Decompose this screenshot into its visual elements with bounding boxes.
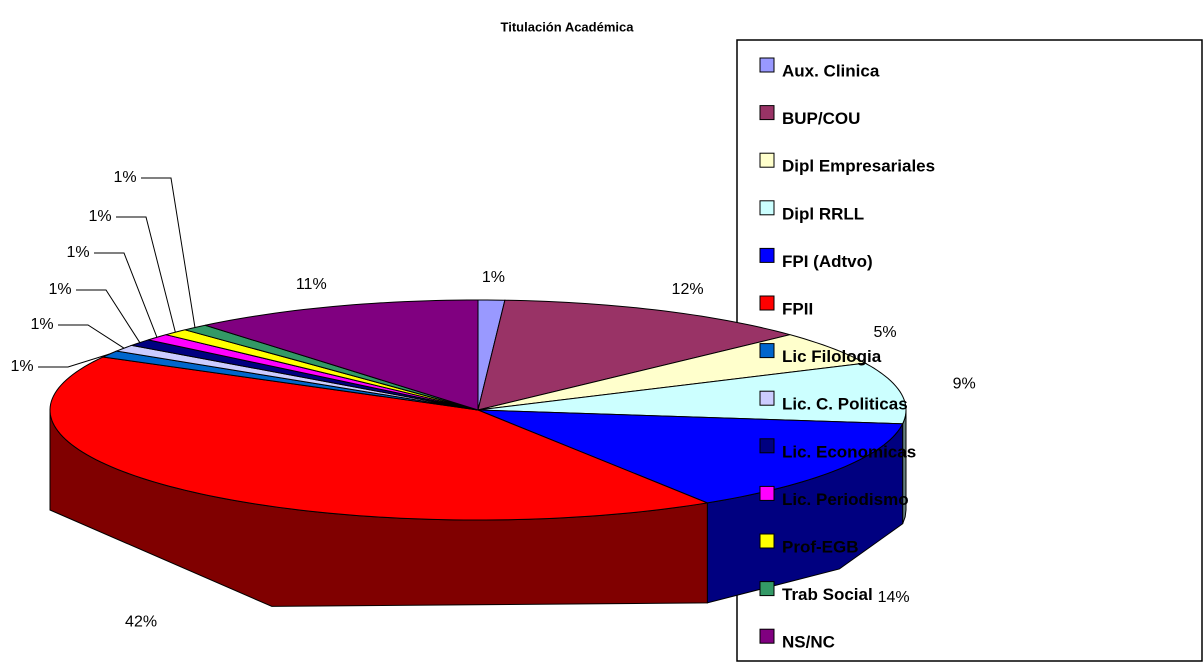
legend-label: Dipl Empresariales xyxy=(782,157,935,176)
data-label: 12% xyxy=(672,281,704,298)
legend-label: Lic. Economicas xyxy=(782,442,916,461)
legend-swatch xyxy=(759,200,775,216)
legend-swatch xyxy=(759,581,775,597)
data-label: 9% xyxy=(953,375,976,392)
legend-label: Aux. Clinica xyxy=(782,61,880,80)
legend-label: Lic Filologia xyxy=(782,347,882,366)
legend-label: FPII xyxy=(782,299,813,318)
legend-swatch xyxy=(759,343,775,359)
legend-swatch xyxy=(759,105,775,121)
leader-line xyxy=(116,216,176,333)
data-label: 1% xyxy=(113,169,136,186)
slice xyxy=(205,299,479,411)
legend-swatch xyxy=(759,295,775,311)
legend-label: Prof-EGB xyxy=(782,537,859,556)
slice xyxy=(49,356,710,521)
legend-swatch xyxy=(759,533,775,549)
data-label: 1% xyxy=(30,316,53,333)
data-label: 14% xyxy=(878,589,910,606)
legend-swatch xyxy=(759,628,775,644)
legend-swatch xyxy=(759,57,775,73)
data-label: 5% xyxy=(874,324,897,341)
data-label: 1% xyxy=(48,281,71,298)
chart-title: Titulación Académica xyxy=(501,19,635,34)
legend-swatch xyxy=(759,438,775,454)
data-label: 1% xyxy=(482,269,505,286)
data-label: 11% xyxy=(296,276,327,293)
legend-label: Dipl RRLL xyxy=(782,204,864,223)
leader-line xyxy=(94,252,158,338)
leader-line xyxy=(38,353,110,368)
data-label: 1% xyxy=(10,358,33,375)
legend-swatch xyxy=(759,152,775,168)
slice xyxy=(477,362,907,425)
legend-swatch xyxy=(759,390,775,406)
data-label: 42% xyxy=(125,613,157,630)
legend-swatch xyxy=(759,485,775,501)
legend-swatch xyxy=(759,247,775,263)
legend-label: BUP/COU xyxy=(782,109,860,128)
legend-label: Lic. Periodismo xyxy=(782,490,909,509)
slice xyxy=(477,299,791,411)
legend-label: Trab Social xyxy=(782,585,873,604)
legend-label: NS/NC xyxy=(782,633,835,652)
slice xyxy=(477,409,904,504)
data-label: 1% xyxy=(88,208,111,225)
legend-label: Lic. C. Politicas xyxy=(782,395,908,414)
leader-line xyxy=(76,289,141,343)
leader-line xyxy=(58,324,125,349)
data-label: 1% xyxy=(66,244,89,261)
leader-line xyxy=(141,177,196,328)
legend-label: FPI (Adtvo) xyxy=(782,252,873,271)
